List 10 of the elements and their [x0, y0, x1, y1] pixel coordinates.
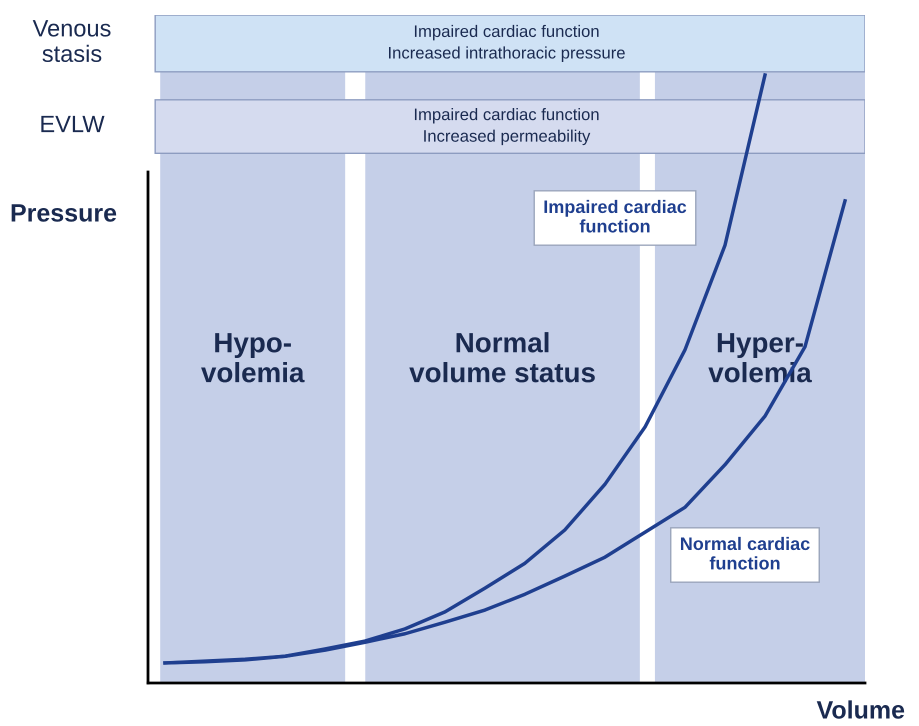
text: Impaired cardiac function Increased intrathoracic pressure [389, 24, 625, 62]
annotation: Hypo- volemia [201, 333, 305, 382]
annotation: Impaired cardiac function Increased permeability [414, 108, 599, 146]
text: Impaired cardiac function [544, 200, 686, 233]
annotation: Normal volume status [409, 332, 595, 382]
y-axis-title: Pressure [12, 204, 116, 222]
text: EVLW [41, 116, 105, 132]
x-axis-title: Volume [816, 700, 904, 719]
series-label: Normal cardiac function [680, 536, 810, 570]
text: Venous stasis [32, 20, 111, 62]
